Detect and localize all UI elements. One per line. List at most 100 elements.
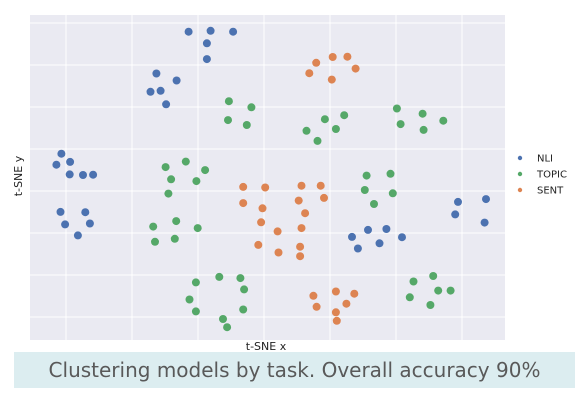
data-points (52, 26, 490, 332)
point-nli-1 (206, 26, 215, 35)
point-sent-18 (254, 240, 263, 249)
point-sent-21 (296, 252, 305, 261)
point-topic-12 (419, 125, 428, 134)
point-topic-27 (193, 224, 202, 233)
point-nli-30 (480, 218, 489, 227)
grid (30, 15, 505, 340)
point-nli-11 (52, 160, 61, 169)
point-topic-3 (242, 121, 251, 129)
point-topic-19 (164, 189, 173, 198)
point-nli-17 (81, 208, 90, 217)
point-nli-13 (79, 171, 87, 179)
point-sent-22 (309, 291, 318, 300)
point-topic-9 (392, 104, 401, 113)
point-nli-24 (353, 244, 362, 253)
point-nli-4 (202, 55, 211, 64)
point-topic-31 (215, 272, 224, 281)
point-topic-39 (429, 272, 438, 280)
point-nli-22 (364, 225, 372, 234)
point-nli-8 (156, 86, 165, 95)
point-sent-5 (327, 75, 336, 84)
point-sent-10 (257, 218, 266, 227)
point-topic-4 (302, 126, 311, 135)
point-topic-16 (201, 166, 210, 175)
point-topic-10 (418, 109, 427, 118)
point-topic-41 (434, 286, 443, 295)
point-topic-29 (170, 234, 179, 243)
point-topic-1 (247, 103, 256, 112)
point-sent-25 (312, 302, 321, 311)
point-topic-36 (219, 315, 227, 323)
legend-marker-nli (517, 155, 523, 161)
point-topic-37 (239, 305, 248, 314)
point-nli-2 (229, 27, 238, 36)
point-sent-3 (351, 64, 360, 73)
point-sent-13 (294, 196, 303, 205)
point-sent-16 (297, 224, 306, 233)
point-nli-18 (61, 220, 70, 229)
point-sent-2 (343, 52, 352, 61)
point-topic-7 (331, 125, 340, 133)
point-sent-26 (331, 308, 340, 317)
point-nli-16 (56, 207, 65, 216)
point-sent-24 (350, 289, 359, 298)
point-nli-15 (89, 170, 98, 179)
point-nli-9 (162, 100, 171, 109)
point-nli-7 (172, 76, 181, 85)
scatter-chart: t-SNE x t-SNE y NLI TOPIC SENT (12, 15, 567, 352)
point-sent-0 (312, 58, 321, 67)
point-nli-5 (146, 87, 155, 96)
y-axis-label: t-SNE y (12, 155, 25, 196)
point-sent-20 (296, 242, 305, 251)
legend-label-nli: NLI (537, 154, 553, 165)
point-sent-11 (297, 181, 306, 190)
point-nli-26 (398, 233, 406, 242)
legend-marker-topic (517, 171, 523, 177)
point-topic-11 (396, 120, 405, 129)
point-sent-17 (273, 227, 282, 236)
point-topic-2 (224, 116, 232, 125)
point-topic-14 (161, 163, 170, 172)
point-nli-27 (454, 197, 462, 206)
point-topic-30 (191, 278, 200, 287)
point-sent-14 (320, 193, 328, 202)
point-topic-5 (320, 115, 329, 124)
point-topic-18 (192, 177, 201, 186)
point-nli-29 (451, 210, 460, 219)
point-topic-6 (340, 111, 349, 120)
point-nli-23 (382, 225, 391, 233)
point-topic-24 (370, 200, 378, 208)
point-nli-20 (73, 231, 82, 240)
legend-marker-sent (517, 187, 523, 193)
point-topic-23 (388, 189, 397, 198)
point-topic-34 (240, 285, 249, 294)
point-sent-28 (332, 316, 341, 325)
point-sent-9 (258, 204, 267, 213)
point-sent-7 (261, 183, 270, 192)
point-topic-32 (236, 274, 245, 283)
legend: NLI TOPIC SENT (517, 154, 567, 197)
point-topic-8 (313, 136, 322, 145)
point-topic-13 (439, 116, 448, 125)
point-topic-26 (172, 217, 181, 226)
plot-area (30, 15, 505, 340)
point-topic-28 (151, 237, 159, 246)
point-topic-44 (446, 286, 455, 295)
point-topic-35 (191, 307, 200, 316)
point-topic-42 (405, 293, 414, 302)
point-topic-15 (181, 157, 190, 166)
point-nli-19 (85, 219, 94, 228)
point-sent-27 (342, 299, 351, 308)
point-topic-38 (223, 323, 232, 332)
point-sent-15 (301, 209, 310, 218)
point-sent-4 (305, 69, 314, 78)
point-nli-28 (482, 195, 490, 204)
x-axis-label: t-SNE x (246, 340, 287, 352)
point-nli-14 (65, 170, 74, 179)
point-topic-21 (386, 169, 395, 178)
point-sent-6 (239, 182, 248, 191)
caption-banner: Clustering models by task. Overall accur… (14, 352, 575, 388)
point-nli-25 (375, 239, 384, 248)
point-sent-8 (239, 199, 248, 208)
point-topic-25 (149, 222, 158, 231)
